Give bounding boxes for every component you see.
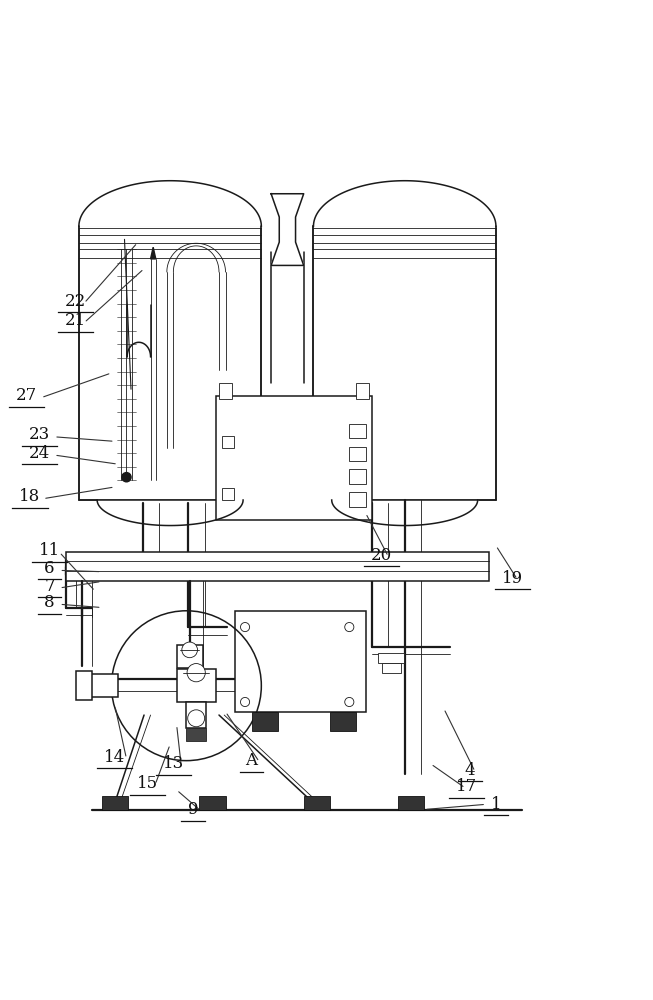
Bar xyxy=(304,796,330,810)
Bar xyxy=(86,674,118,697)
Text: 15: 15 xyxy=(136,775,158,792)
Bar xyxy=(66,552,489,581)
Bar xyxy=(378,653,404,663)
Circle shape xyxy=(240,623,249,632)
Bar xyxy=(102,796,128,810)
Text: 1: 1 xyxy=(490,796,502,813)
Text: 11: 11 xyxy=(39,542,60,559)
Text: 4: 4 xyxy=(464,762,475,779)
Bar xyxy=(219,383,232,399)
Text: 14: 14 xyxy=(104,749,125,766)
Bar xyxy=(251,712,278,731)
Bar xyxy=(349,447,366,461)
Bar xyxy=(398,796,424,810)
Circle shape xyxy=(187,664,205,682)
Text: 21: 21 xyxy=(65,312,86,329)
Bar xyxy=(349,424,366,438)
Circle shape xyxy=(345,697,354,707)
Bar xyxy=(381,663,401,673)
Circle shape xyxy=(345,623,354,632)
Text: 7: 7 xyxy=(44,578,55,595)
Bar xyxy=(176,645,202,668)
Bar xyxy=(186,728,206,741)
Text: 24: 24 xyxy=(29,445,50,462)
Text: 27: 27 xyxy=(16,387,37,404)
Bar xyxy=(79,226,261,500)
Text: 18: 18 xyxy=(20,488,40,505)
Bar xyxy=(76,671,92,700)
Bar xyxy=(235,611,366,712)
Circle shape xyxy=(187,710,204,727)
Bar xyxy=(356,383,369,399)
Text: 20: 20 xyxy=(372,547,392,564)
Circle shape xyxy=(182,642,197,658)
Bar xyxy=(349,469,366,484)
Text: 8: 8 xyxy=(44,594,55,611)
Text: 17: 17 xyxy=(456,778,477,795)
Circle shape xyxy=(240,697,249,707)
Circle shape xyxy=(122,473,131,482)
Bar xyxy=(222,488,234,500)
Bar xyxy=(330,712,356,731)
Bar xyxy=(176,669,215,702)
Bar xyxy=(222,436,234,448)
Bar xyxy=(199,796,225,810)
Polygon shape xyxy=(151,247,156,259)
Text: 9: 9 xyxy=(187,801,198,818)
Text: 19: 19 xyxy=(502,570,523,587)
Text: 23: 23 xyxy=(29,426,50,443)
Bar xyxy=(349,492,366,507)
Bar xyxy=(313,226,496,500)
Text: A: A xyxy=(246,752,257,769)
Polygon shape xyxy=(271,194,304,265)
Text: 6: 6 xyxy=(44,560,55,577)
Bar xyxy=(215,396,372,520)
Bar xyxy=(186,702,206,728)
Text: 22: 22 xyxy=(65,293,86,310)
Text: 13: 13 xyxy=(163,755,184,772)
